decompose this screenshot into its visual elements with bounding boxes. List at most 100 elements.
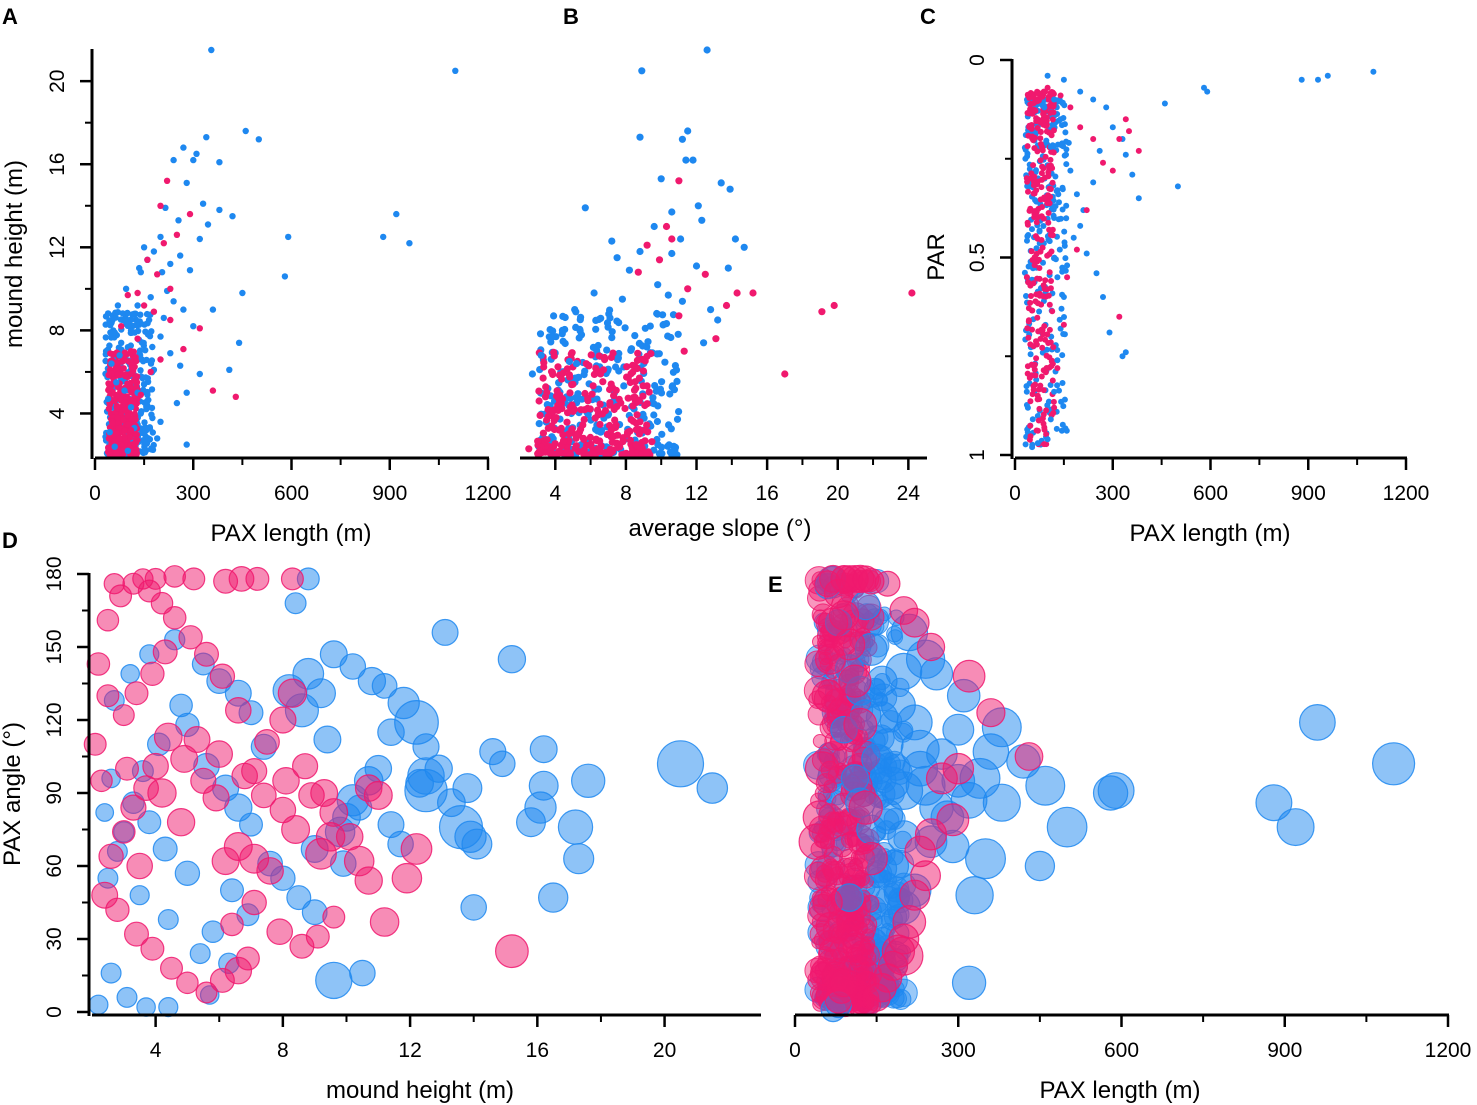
density-point bbox=[1030, 162, 1037, 169]
point-blue bbox=[563, 843, 595, 875]
y-tick-label: 90 bbox=[43, 781, 66, 804]
point-pink bbox=[899, 879, 931, 911]
density-point bbox=[102, 357, 109, 365]
density-point bbox=[653, 309, 661, 318]
density-point bbox=[1038, 184, 1045, 191]
density-point bbox=[660, 320, 668, 329]
point-blue bbox=[636, 133, 644, 141]
density-point bbox=[566, 389, 574, 397]
density-point bbox=[609, 349, 617, 357]
point-pink bbox=[495, 934, 529, 969]
density-point bbox=[1027, 422, 1034, 429]
point-blue bbox=[1065, 139, 1072, 146]
point-pink bbox=[205, 740, 233, 768]
density-point bbox=[1045, 340, 1052, 346]
density-point bbox=[1048, 363, 1055, 370]
point-pink bbox=[701, 270, 709, 278]
point-pink bbox=[749, 289, 757, 297]
point-pink bbox=[1044, 84, 1051, 91]
density-point bbox=[653, 350, 661, 358]
point-blue bbox=[131, 310, 138, 317]
point-blue bbox=[528, 370, 537, 378]
x-tick-label: 300 bbox=[1095, 482, 1130, 505]
density-point bbox=[1034, 148, 1041, 155]
point-pink bbox=[322, 905, 346, 929]
point-blue bbox=[608, 237, 616, 245]
density-point bbox=[594, 406, 602, 414]
point-blue bbox=[1046, 806, 1088, 848]
density-point bbox=[615, 319, 623, 327]
point-pink bbox=[818, 936, 848, 966]
point-pink bbox=[163, 565, 186, 588]
point-pink bbox=[132, 568, 154, 590]
point-blue bbox=[129, 885, 150, 906]
density-point bbox=[1039, 344, 1046, 351]
density-point bbox=[645, 388, 653, 396]
density-point bbox=[558, 375, 566, 383]
density-point bbox=[575, 334, 583, 342]
density-point bbox=[121, 427, 128, 434]
point-blue bbox=[134, 302, 141, 309]
density-point bbox=[1022, 441, 1029, 448]
density-point bbox=[667, 425, 675, 433]
point-pink bbox=[636, 418, 644, 426]
point-blue bbox=[641, 324, 649, 332]
density-point bbox=[580, 446, 588, 454]
point-pink bbox=[194, 641, 220, 667]
x-tick-label: 8 bbox=[277, 1039, 289, 1062]
point-pink bbox=[1060, 321, 1067, 328]
x-tick-label: 1200 bbox=[1425, 1039, 1472, 1062]
panel-letter-c: C bbox=[920, 4, 936, 29]
density-point bbox=[1043, 128, 1050, 135]
point-pink bbox=[124, 681, 149, 706]
density-point bbox=[1031, 173, 1038, 180]
density-point bbox=[105, 380, 112, 387]
y-tick-label: 16 bbox=[46, 153, 69, 176]
density-point bbox=[565, 437, 573, 445]
density-point bbox=[1059, 380, 1066, 386]
point-pink bbox=[140, 661, 165, 687]
density-point bbox=[1043, 122, 1049, 129]
point-pink bbox=[804, 751, 840, 787]
point-blue bbox=[157, 418, 164, 425]
density-point bbox=[1028, 293, 1034, 299]
point-blue bbox=[196, 370, 203, 378]
y-tick-label: 120 bbox=[43, 702, 66, 737]
density-point bbox=[540, 359, 548, 367]
density-point bbox=[1034, 413, 1041, 419]
point-blue bbox=[692, 262, 701, 270]
density-point bbox=[1024, 178, 1031, 185]
point-pink bbox=[112, 820, 136, 844]
point-pink bbox=[157, 356, 164, 363]
point-pink bbox=[140, 302, 148, 309]
point-blue bbox=[1051, 388, 1058, 395]
density-point bbox=[585, 362, 593, 370]
density-point bbox=[667, 333, 675, 342]
point-blue bbox=[650, 222, 658, 231]
x-tick-label: 12 bbox=[398, 1039, 421, 1062]
density-point bbox=[1023, 293, 1029, 299]
density-point bbox=[652, 387, 660, 395]
point-blue bbox=[1077, 88, 1084, 95]
y-tick-label: 20 bbox=[46, 70, 69, 93]
density-point bbox=[635, 430, 644, 438]
point-pink bbox=[211, 847, 240, 876]
point-blue bbox=[180, 144, 187, 151]
point-pink bbox=[811, 679, 844, 712]
point-blue bbox=[204, 221, 212, 228]
point-blue bbox=[572, 360, 581, 368]
point-blue bbox=[437, 788, 466, 818]
density-point bbox=[1049, 179, 1056, 186]
density-point bbox=[1062, 255, 1069, 262]
point-blue bbox=[127, 327, 135, 334]
point-blue bbox=[1024, 850, 1056, 882]
point-blue bbox=[452, 67, 459, 75]
point-blue bbox=[255, 136, 262, 143]
density-point bbox=[1061, 228, 1068, 235]
point-pink bbox=[305, 924, 330, 949]
density-point bbox=[552, 414, 560, 422]
point-pink bbox=[1090, 136, 1097, 142]
density-point bbox=[601, 407, 610, 415]
point-pink bbox=[269, 796, 297, 824]
